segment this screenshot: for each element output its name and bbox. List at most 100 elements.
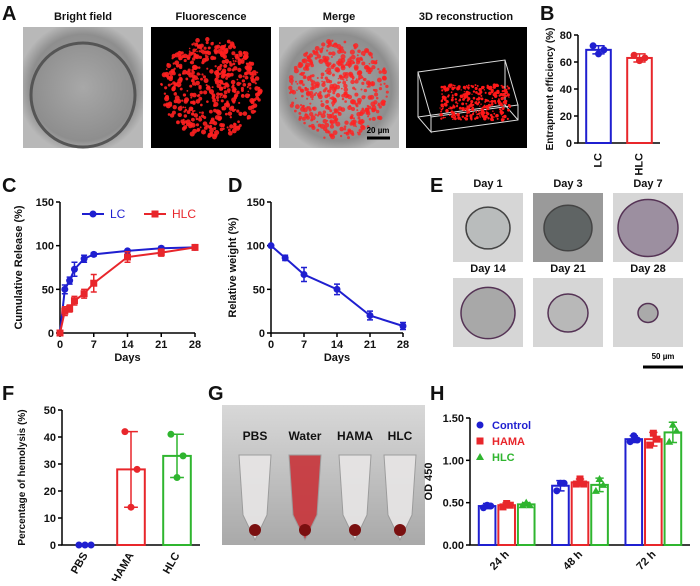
fluorescent-spot [366,108,369,111]
fluorescent-spot [212,97,216,101]
fluorescent-spot [205,84,208,87]
x-axis-label: Days [324,352,350,364]
fluorescent-spot [209,128,214,134]
fluorescent-spot [219,84,222,87]
fluorescent-spot [250,78,256,84]
fluorescent-spot [474,101,478,105]
fluorescent-spot [357,70,363,76]
marker [281,254,289,262]
fluorescent-spot [476,97,480,101]
fluorescent-spot [200,77,203,81]
fluorescent-spot [183,114,188,118]
fluorescent-spot [331,112,335,115]
fluorescent-spot [247,90,250,93]
fluorescent-spot [203,78,209,84]
fluorescent-spot [472,96,476,100]
pellet [349,524,361,536]
marker [522,498,531,506]
fluorescent-spot [337,81,340,85]
fluorescent-spot [191,51,195,55]
fluorescent-spot [238,50,243,55]
marker [553,487,561,495]
fluorescent-spot [364,65,370,70]
fluorescent-spot [452,118,454,121]
y-tick-label: 50 [44,405,56,417]
fluorescent-spot [181,72,185,75]
fluorescent-spot [349,56,352,59]
image-title: Fluorescence [176,11,247,23]
fluorescent-spot [479,114,481,117]
fluorescent-spot [342,78,345,81]
fluorescent-spot [203,90,208,95]
fluorescent-spot [475,91,478,94]
fluorescent-spot [328,80,333,84]
y-tick-label: 30 [44,459,56,471]
marker [560,479,568,487]
fluorescent-spot [188,108,191,111]
fluorescent-spot [230,105,235,110]
fluorescent-spot [474,86,478,90]
fluorescent-spot [223,90,228,95]
fluorescent-spot [232,45,236,49]
fluorescent-spot [193,54,197,58]
fluorescent-spot [347,136,350,140]
fluorescent-spot [298,79,304,85]
fluorescent-spot [200,103,203,107]
fluorescent-spot [349,49,355,55]
fluorescent-spot [221,71,225,74]
fluorescent-spot [484,91,487,94]
fluorescent-spot [355,78,358,80]
microsphere [637,302,659,324]
fluorescent-spot [344,120,349,125]
fluorescent-spot [343,87,349,92]
bar [663,431,683,547]
fluorescent-spot [441,89,444,92]
fluorescent-spot [493,99,497,103]
fluorescent-spot [322,118,328,124]
fluorescent-spot [219,86,224,91]
fluorescent-spot [329,97,332,100]
fluorescent-spot [235,125,241,131]
fluorescent-spot [227,111,233,116]
fluorescent-spot [314,46,320,51]
marker [630,51,638,59]
fluorescent-spot [358,74,363,80]
fluorescent-spot [472,90,476,93]
fluorescent-spot [499,102,503,106]
fluorescent-spot [226,73,230,77]
fluorescent-spot [440,117,443,120]
marker [476,421,484,429]
fluorescent-spot [496,91,500,95]
fluorescent-spot [164,96,170,102]
fluorescent-spot [191,81,196,86]
fluorescent-spot [177,78,183,84]
marker [626,438,634,446]
y-tick-label: 150 [247,197,265,209]
marker [124,253,131,261]
fluorescent-spot [355,125,357,128]
fluorescent-spot [208,109,213,114]
fluorescent-spot [354,92,359,97]
fluorescent-spot [332,119,338,124]
marker [506,501,514,509]
fluorescent-spot [487,117,490,120]
fluorescent-spot [198,73,201,76]
marker [646,441,654,449]
y-tick-label: 0.50 [443,498,464,510]
well-edge [29,41,137,149]
fluorescent-spot [176,120,180,125]
fluorescent-spot [360,58,364,61]
fluorescent-spot [243,59,245,62]
bar [590,483,609,546]
fluorescent-spot [320,76,324,79]
fluorescent-spot [316,54,322,59]
fluorescent-spot [324,129,330,134]
legend-label: HLC [492,452,515,464]
fluorescent-spot [236,90,240,95]
marker [80,290,88,298]
marker [133,465,141,473]
y-tick-label: 0 [48,328,54,340]
panel-label: G [208,383,224,405]
fluorescent-spot [222,94,226,98]
fluorescent-spot [226,39,231,44]
